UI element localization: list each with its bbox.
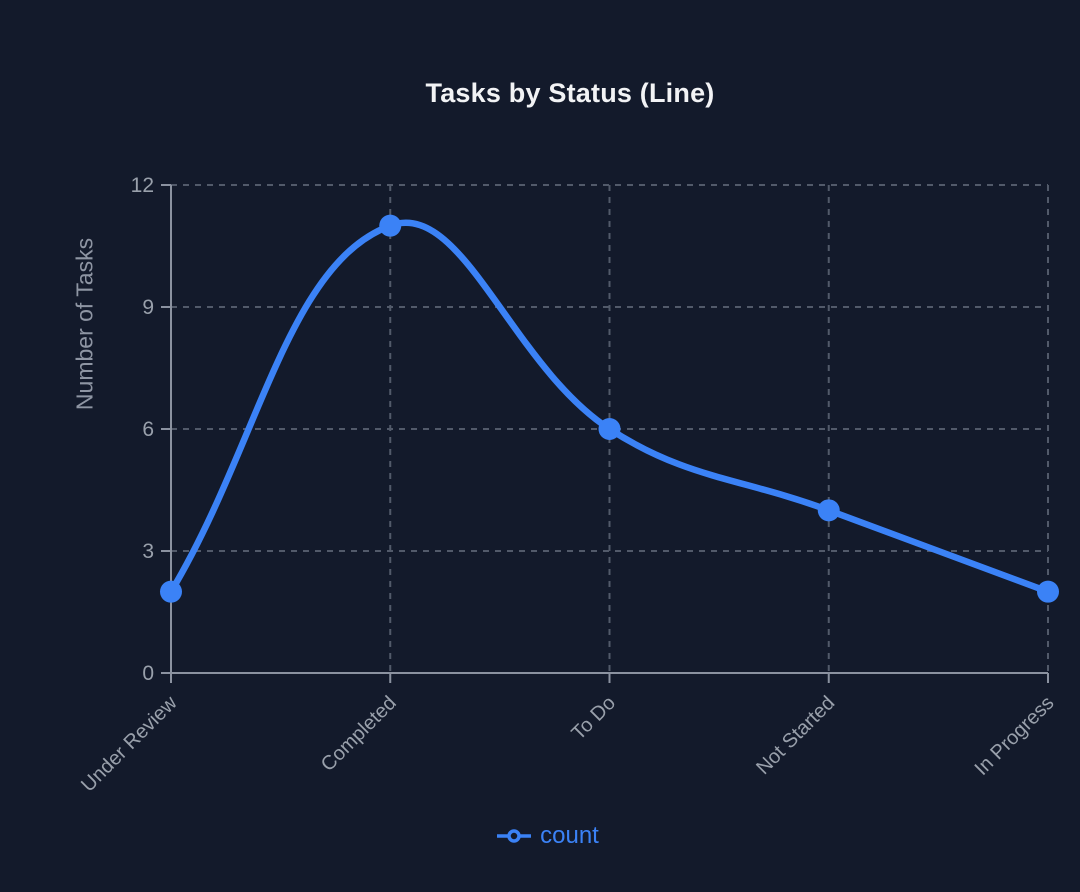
y-tick-label-9: 9	[142, 296, 154, 319]
category-label-1: Completed	[317, 692, 401, 776]
category-label-2: To Do	[568, 692, 621, 745]
chart-title: Tasks by Status (Line)	[425, 78, 715, 108]
legend-label: count	[540, 822, 599, 849]
data-line-count	[167, 219, 1052, 595]
y-tick-label-12: 12	[131, 174, 154, 197]
category-label-0: Under Review	[77, 692, 182, 797]
y-tick-label-6: 6	[142, 418, 154, 441]
data-point-0	[160, 580, 182, 603]
legend-line-marker-icon	[497, 829, 532, 843]
data-point-3	[817, 499, 840, 522]
data-point-4	[1037, 580, 1059, 603]
legend-item-count[interactable]: count	[497, 822, 599, 850]
data-point-2	[598, 418, 621, 440]
legend: count	[16, 822, 1080, 850]
y-tick-label-0: 0	[142, 662, 154, 685]
data-point-1	[379, 214, 402, 237]
category-label-3: Not Started	[752, 692, 839, 779]
category-label-4: In Progress	[971, 692, 1059, 780]
y-tick-label-3: 3	[142, 540, 154, 563]
